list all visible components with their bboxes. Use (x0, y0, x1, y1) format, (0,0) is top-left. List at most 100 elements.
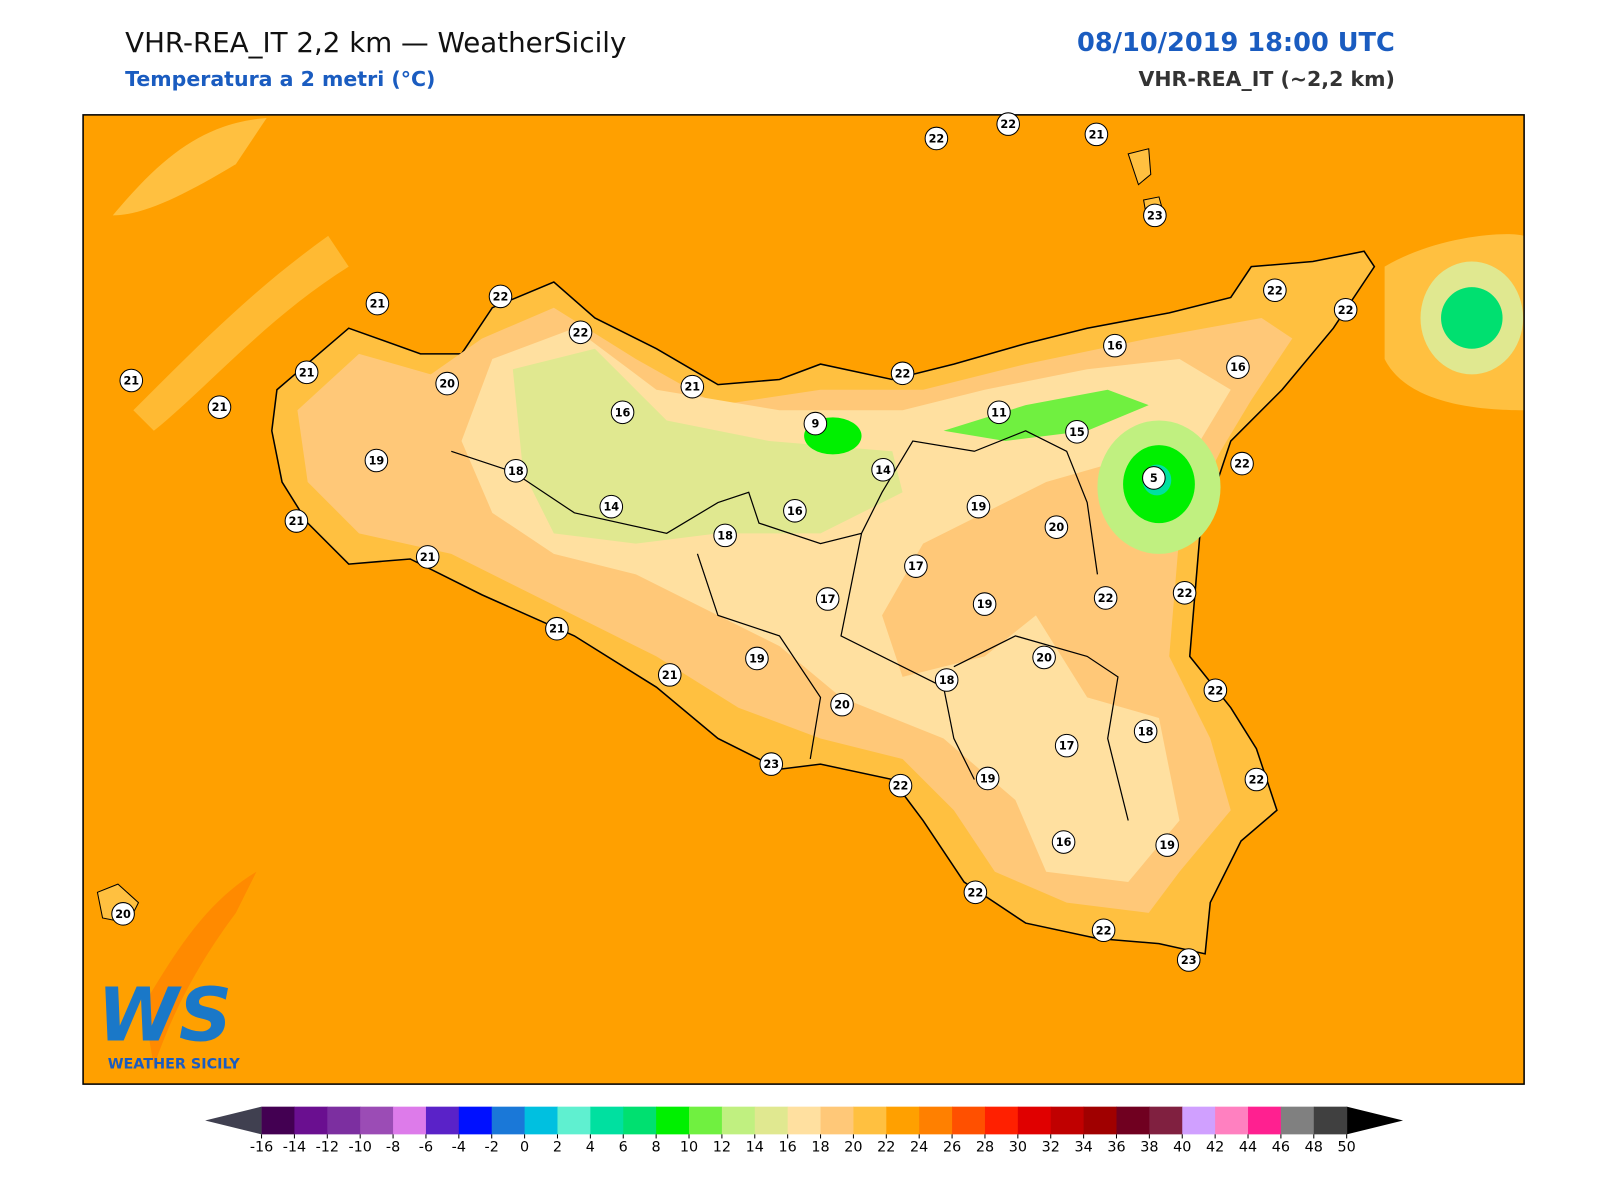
logo-name: WEATHER SICILY (108, 1057, 241, 1073)
colorbar-bin (327, 1106, 361, 1135)
colorbar-tick-label: 48 (1305, 1140, 1323, 1156)
station-value: 16 (1230, 361, 1246, 374)
station-value: 20 (439, 378, 455, 391)
station-value: 23 (1147, 209, 1163, 222)
station-marker (830, 692, 854, 717)
model: VHR-REA_IT (~2,2 km) (1139, 67, 1395, 91)
colorbar-bin (820, 1106, 854, 1135)
colorbar-tick-label: -2 (485, 1140, 499, 1156)
station-marker (568, 320, 593, 345)
station-marker (1155, 833, 1179, 857)
station-value: 16 (1107, 340, 1123, 353)
station-marker (963, 880, 988, 905)
colorbar-tick-label: 2 (553, 1140, 562, 1156)
colorbar-bin (458, 1106, 493, 1135)
colorbar-tick-label: 22 (877, 1140, 895, 1156)
colorbar-bin (886, 1106, 920, 1135)
station-marker (783, 498, 807, 523)
datetime: 08/10/2019 18:00 UTC (1077, 28, 1395, 58)
station-value: 19 (977, 598, 993, 611)
station-marker (599, 494, 624, 519)
station-marker (504, 458, 528, 483)
station-marker (680, 374, 705, 399)
map-frame (82, 114, 1525, 1085)
colorbar-tick-label: 18 (811, 1140, 829, 1156)
station-value: 9 (811, 418, 819, 431)
station-value: 21 (684, 381, 700, 394)
station-value: 22 (929, 132, 945, 145)
station-marker (987, 400, 1011, 425)
colorbar-tick-label: 16 (779, 1140, 797, 1156)
colorbar-bin (919, 1106, 953, 1135)
station-marker (1244, 767, 1269, 792)
station-value: 21 (299, 366, 315, 379)
title: VHR-REA_IT 2,2 km — WeatherSicily (125, 26, 626, 59)
colorbar-tick-label: 0 (520, 1140, 529, 1156)
colorbar-tick-label: -10 (348, 1140, 371, 1156)
station-marker (488, 284, 513, 309)
station-marker (1054, 733, 1079, 758)
station-marker (435, 371, 459, 396)
station-marker (1333, 297, 1358, 322)
station-marker (1142, 466, 1166, 490)
colorbar-tick-label: 28 (976, 1140, 994, 1156)
colorbar-bin (1280, 1106, 1315, 1135)
station-value: 21 (212, 401, 228, 414)
station-marker (1230, 451, 1254, 476)
station-value: 22 (573, 326, 589, 339)
colorbar-tick-label: 24 (910, 1140, 928, 1156)
station-value: 19 (1159, 839, 1175, 852)
colorbar-tick-label: 50 (1338, 1140, 1356, 1156)
station-marker (803, 411, 828, 436)
station-value: 18 (939, 674, 955, 687)
colorbar-tick-label: 14 (746, 1140, 764, 1156)
colorbar-bin (623, 1106, 657, 1135)
colorbar-tick-label: 38 (1140, 1140, 1158, 1156)
province-borders (451, 430, 1129, 821)
colorbar-tick-label: -8 (386, 1140, 400, 1156)
colorbar-tick-label: 46 (1272, 1140, 1290, 1156)
station-value: 21 (1089, 128, 1105, 141)
station-marker (1176, 948, 1201, 972)
station-marker (815, 587, 840, 611)
colorbar: -16 -14 -12 -10 -8 -6 -4 -2 0 2 4 6 8 10 12 14 16 18 20 22 2… (205, 1106, 1404, 1156)
colorbar-bin (656, 1106, 690, 1135)
colorbar-bin (754, 1106, 789, 1135)
station-value: 22 (895, 367, 911, 380)
station-marker (924, 126, 949, 151)
station-value: 21 (549, 623, 565, 636)
station-marker (1103, 333, 1127, 358)
station-marker (996, 112, 1020, 136)
station-value: 19 (749, 652, 765, 665)
station-value: 11 (991, 406, 1007, 419)
station-value: 19 (971, 501, 987, 514)
station-value: 22 (1267, 284, 1283, 297)
colorbar-tick-label: 42 (1206, 1140, 1224, 1156)
station-value: 22 (1234, 458, 1250, 471)
station-marker (745, 646, 769, 671)
colorbar-bin (787, 1106, 822, 1135)
station-marker (759, 752, 784, 776)
colorbar-bin (294, 1106, 328, 1135)
station-value: 22 (493, 290, 509, 303)
station-value: 20 (1049, 521, 1065, 534)
station-value: 19 (369, 455, 385, 468)
colorbar-bin (393, 1106, 427, 1135)
colorbar-tick-label: 20 (844, 1140, 862, 1156)
colorbar-tick-label: -14 (283, 1140, 306, 1156)
station-value: 17 (908, 560, 924, 573)
colorbar-bin (261, 1106, 295, 1135)
colorbar-tick-label: 8 (652, 1140, 661, 1156)
station-value: 15 (1069, 426, 1085, 439)
station-marker (1133, 719, 1158, 744)
colorbar-bin (1215, 1106, 1249, 1135)
station-value: 21 (123, 375, 139, 388)
station-marker (365, 291, 390, 316)
station-value: 5 (1150, 472, 1158, 485)
station-value: 19 (980, 772, 996, 785)
colorbar-bin (1083, 1106, 1118, 1135)
colorbar-tick-label: 26 (943, 1140, 961, 1156)
colorbar-tick-label: 32 (1042, 1140, 1060, 1156)
station-marker (972, 592, 997, 616)
colorbar-bin (721, 1106, 756, 1135)
